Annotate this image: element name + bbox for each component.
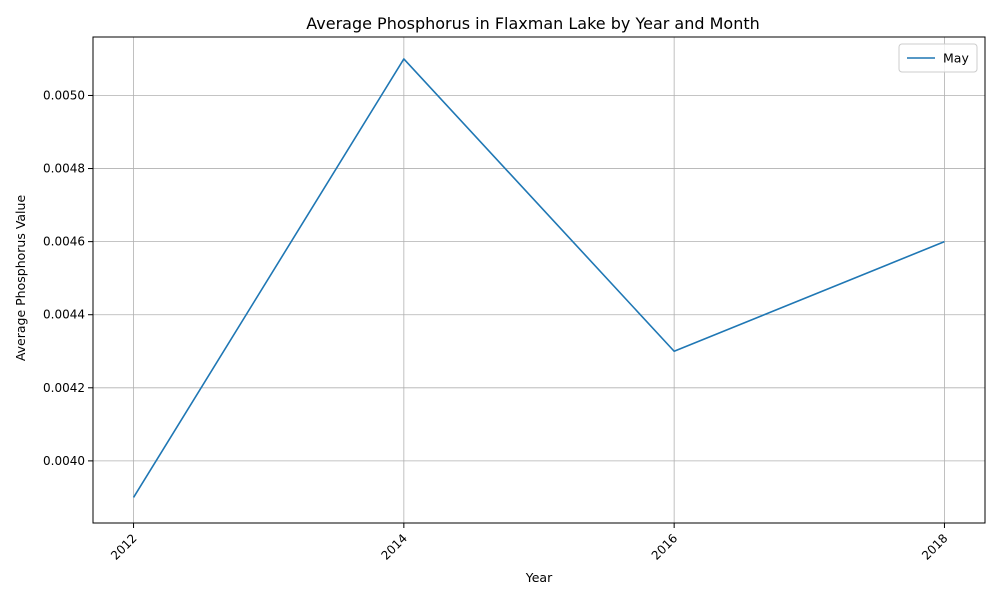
y-tick-label: 0.0044 xyxy=(43,308,85,322)
y-tick-label: 0.0050 xyxy=(43,88,85,102)
y-axis-ticks: 0.0040 0.0042 0.0044 0.0046 0.0048 0.0050 xyxy=(43,88,93,468)
y-tick-label: 0.0040 xyxy=(43,454,85,468)
plot-frame xyxy=(92,36,986,524)
series-line-may xyxy=(132,58,945,498)
legend-box xyxy=(898,43,978,73)
legend: May xyxy=(898,43,978,73)
y-tick-label: 0.0048 xyxy=(43,162,85,176)
chart-title: Average Phosphorus in Flaxman Lake by Ye… xyxy=(306,14,760,33)
x-axis-label: Year xyxy=(525,570,553,585)
y-tick-label: 0.0046 xyxy=(43,235,85,249)
grid-lines xyxy=(93,37,985,523)
legend-label: May xyxy=(943,51,969,66)
y-tick-label: 0.0042 xyxy=(43,381,85,395)
y-axis-label: Average Phosphorus Value xyxy=(13,195,28,362)
series-lines xyxy=(132,58,945,498)
